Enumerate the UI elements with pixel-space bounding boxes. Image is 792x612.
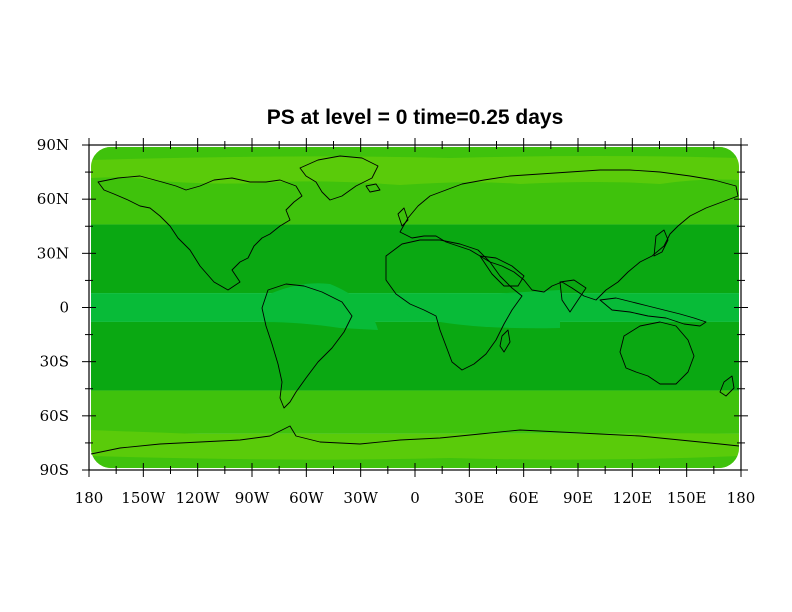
south-outer-lobe (91, 430, 739, 468)
tick-label: 90E (563, 489, 593, 507)
tick-label: 0 (59, 299, 69, 317)
contour-band-south-subpolar (91, 390, 739, 434)
tick-label: 0 (410, 489, 420, 507)
axis-tick-labels: 90N 60N 30N 0 30S 60S 90S 180 150W 120W 90W 60W 30W 0… (37, 136, 756, 507)
tick-label: 180 (75, 489, 104, 507)
north-rim (91, 147, 739, 160)
tick-label: 30S (40, 353, 69, 371)
contour-band-south-mid (91, 321, 739, 391)
equatorial-bulge-indian (395, 290, 560, 329)
british-isles-coastline (397, 207, 409, 227)
contour-band-north-mid (91, 224, 739, 294)
australia-coastline (619, 321, 695, 385)
greenland-coastline (299, 155, 379, 201)
eurasia-coastline (399, 169, 739, 301)
contour-irregularities (91, 147, 739, 468)
tick-label: 120E (613, 489, 653, 507)
equatorial-bulge-atlantic (265, 283, 378, 330)
north-america-coastline (97, 175, 303, 291)
tick-label: 90N (37, 136, 69, 154)
arabia-coastline (479, 255, 525, 287)
tick-label: 30W (343, 489, 378, 507)
tick-label: 180 (727, 489, 756, 507)
tick-label: 60E (509, 489, 539, 507)
tick-label: 30N (37, 244, 69, 262)
coastlines (90, 155, 740, 455)
tick-label: 30E (454, 489, 484, 507)
indonesia-coastline (599, 297, 707, 327)
tick-label: 60N (37, 190, 69, 208)
antarctica-coastline (90, 425, 740, 455)
japan-coastline (653, 229, 669, 257)
tick-label: 60S (40, 407, 69, 425)
iceland-coastline (365, 183, 381, 193)
axis-ticks (82, 138, 748, 477)
new-zealand-coastline (719, 375, 735, 397)
india-coastline (559, 279, 587, 313)
madagascar-coastline (499, 329, 511, 353)
tick-label: 90S (40, 461, 69, 479)
south-america-coastline (261, 283, 353, 409)
tick-label: 60W (289, 489, 324, 507)
south-rim (91, 456, 739, 468)
africa-coastline (385, 239, 523, 371)
pressure-contour-fills (91, 147, 739, 468)
tick-label: 90W (235, 489, 270, 507)
tick-label: 150E (667, 489, 707, 507)
map-title: PS at level = 0 time=0.25 days (267, 106, 564, 129)
tick-label: 150W (121, 489, 166, 507)
tick-label: 120W (176, 489, 221, 507)
